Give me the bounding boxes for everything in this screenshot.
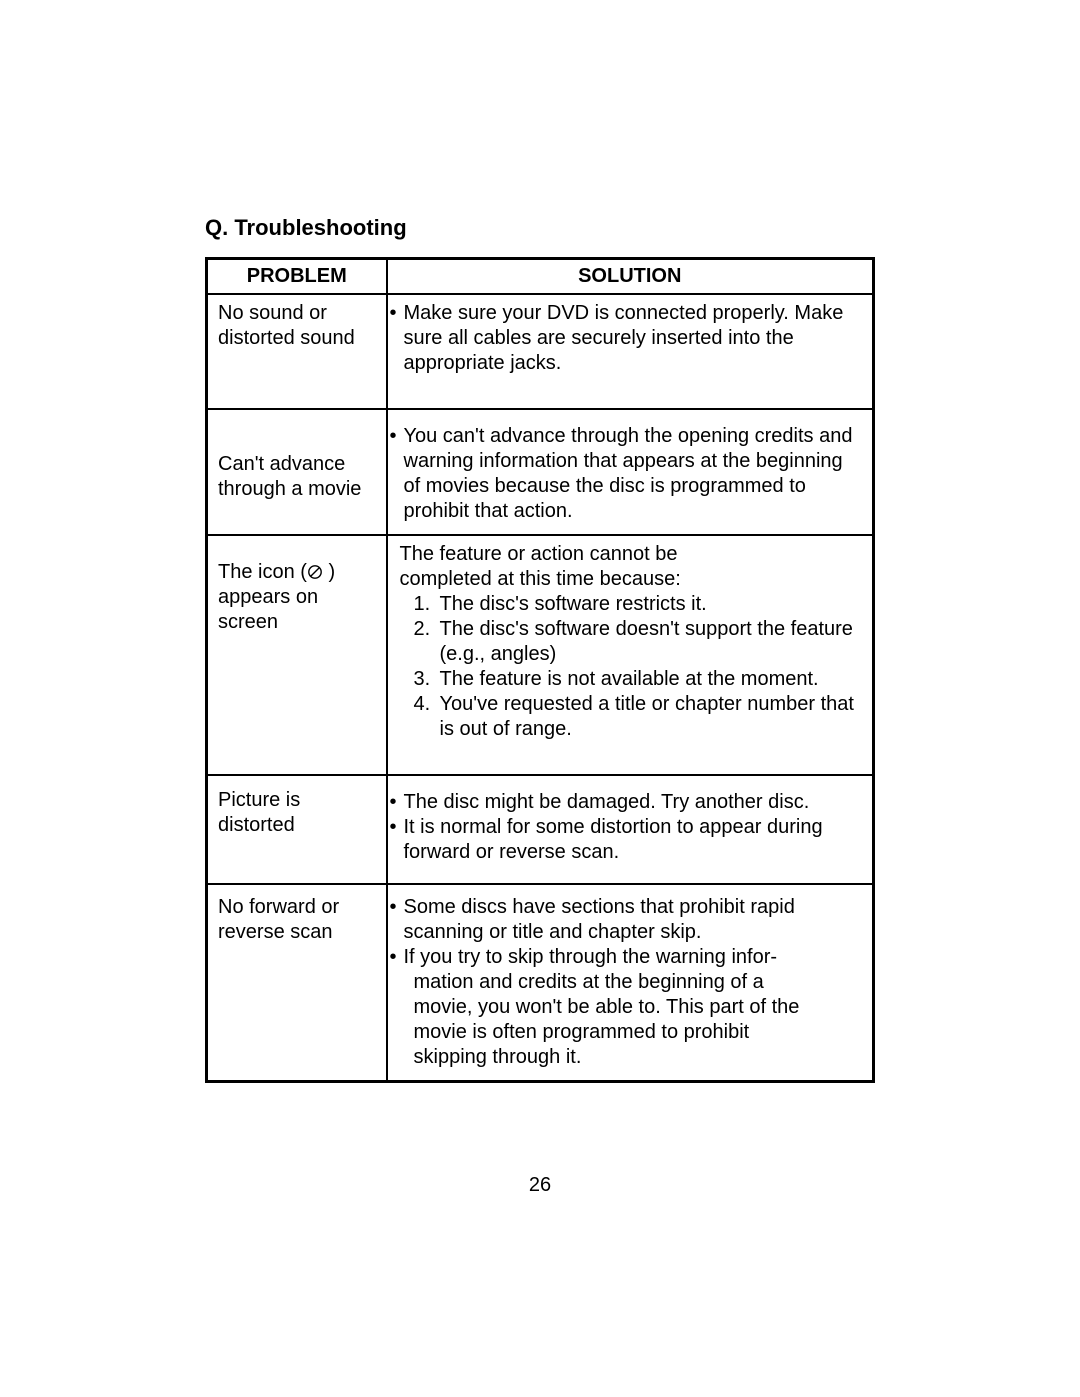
solution-cell: The feature or action cannot be complete… bbox=[387, 535, 874, 775]
solution-cell: • Some discs have sections that prohibit… bbox=[387, 884, 874, 1082]
column-header-problem: PROBLEM bbox=[207, 259, 387, 295]
problem-text-prefix: The icon ( bbox=[218, 561, 307, 583]
solution-intro: completed at this time because: bbox=[390, 567, 863, 592]
spacer bbox=[390, 416, 863, 424]
table-row: No forward or reverse scan • Some discs … bbox=[207, 884, 874, 1082]
solution-bullet: • It is normal for some distortion to ap… bbox=[390, 815, 863, 865]
list-number: 2. bbox=[414, 617, 440, 667]
bullet-dot: • bbox=[390, 895, 404, 945]
problem-text-suffix: ) bbox=[323, 561, 335, 583]
problem-cell: No forward or reverse scan bbox=[207, 884, 387, 1082]
problem-text: distorted sound bbox=[218, 326, 378, 351]
solution-intro: The feature or action cannot be bbox=[390, 542, 863, 567]
list-text: You've requested a title or chapter numb… bbox=[440, 692, 863, 742]
problem-cell: Can't advance through a movie bbox=[207, 409, 387, 535]
problem-text: screen bbox=[218, 610, 378, 635]
section-title: Q. Troubleshooting bbox=[205, 215, 875, 241]
solution-text: movie is often programmed to prohibit bbox=[390, 1020, 863, 1045]
solution-numbered-list: 1. The disc's software restricts it. 2. … bbox=[390, 592, 863, 742]
solution-text: movie, you won't be able to. This part o… bbox=[390, 995, 863, 1020]
solution-bullet: • Some discs have sections that prohibit… bbox=[390, 895, 863, 945]
list-number: 1. bbox=[414, 592, 440, 617]
solution-text: It is normal for some distortion to appe… bbox=[404, 815, 863, 865]
bullet-dot: • bbox=[390, 790, 404, 815]
problem-cell: Picture is distorted bbox=[207, 775, 387, 884]
problem-text: through a movie bbox=[218, 477, 378, 502]
list-text: The disc's software doesn't support the … bbox=[440, 617, 863, 667]
list-item: 4. You've requested a title or chapter n… bbox=[390, 692, 863, 742]
problem-text: Picture is bbox=[218, 788, 378, 813]
solution-bullet: • You can't advance through the opening … bbox=[390, 424, 863, 524]
solution-bullet: • Make sure your DVD is connected proper… bbox=[390, 301, 863, 376]
problem-text: reverse scan bbox=[218, 920, 378, 945]
solution-cell: • The disc might be damaged. Try another… bbox=[387, 775, 874, 884]
page-number: 26 bbox=[0, 1174, 1080, 1197]
solution-text: mation and credits at the beginning of a bbox=[390, 970, 863, 995]
troubleshooting-table: PROBLEM SOLUTION No sound or distorted s… bbox=[205, 257, 875, 1083]
problem-text: appears on bbox=[218, 585, 378, 610]
solution-cell: • You can't advance through the opening … bbox=[387, 409, 874, 535]
spacer bbox=[390, 865, 863, 873]
table-header-row: PROBLEM SOLUTION bbox=[207, 259, 874, 295]
problem-text: No sound or bbox=[218, 301, 378, 326]
column-header-solution: SOLUTION bbox=[387, 259, 874, 295]
list-number: 4. bbox=[414, 692, 440, 742]
list-item: 3. The feature is not available at the m… bbox=[390, 667, 863, 692]
problem-cell: The icon ( ) appears on screen bbox=[207, 535, 387, 775]
list-item: 2. The disc's software doesn't support t… bbox=[390, 617, 863, 667]
document-page: Q. Troubleshooting PROBLEM SOLUTION No s… bbox=[205, 215, 875, 1083]
list-text: The feature is not available at the mome… bbox=[440, 667, 863, 692]
solution-bullet: • The disc might be damaged. Try another… bbox=[390, 790, 863, 815]
list-text: The disc's software restricts it. bbox=[440, 592, 863, 617]
problem-text: The icon ( ) bbox=[218, 560, 378, 585]
table-row: Picture is distorted • The disc might be… bbox=[207, 775, 874, 884]
spacer bbox=[390, 742, 863, 764]
problem-text: distorted bbox=[218, 813, 378, 838]
solution-cell: • Make sure your DVD is connected proper… bbox=[387, 294, 874, 409]
spacer bbox=[390, 376, 863, 398]
bullet-dot: • bbox=[390, 301, 404, 376]
solution-text: Some discs have sections that prohibit r… bbox=[404, 895, 863, 945]
problem-cell: No sound or distorted sound bbox=[207, 294, 387, 409]
solution-text: If you try to skip through the warning i… bbox=[404, 945, 863, 970]
table-row: No sound or distorted sound • Make sure … bbox=[207, 294, 874, 409]
solution-text: The disc might be damaged. Try another d… bbox=[404, 790, 863, 815]
list-number: 3. bbox=[414, 667, 440, 692]
problem-text: No forward or bbox=[218, 895, 378, 920]
bullet-dot: • bbox=[390, 815, 404, 865]
bullet-dot: • bbox=[390, 945, 404, 970]
solution-text: skipping through it. bbox=[390, 1045, 863, 1070]
solution-text: You can't advance through the opening cr… bbox=[404, 424, 863, 524]
solution-text: Make sure your DVD is connected properly… bbox=[404, 301, 863, 376]
problem-text: Can't advance bbox=[218, 452, 378, 477]
table-row: The icon ( ) appears on screen The featu… bbox=[207, 535, 874, 775]
prohibit-icon bbox=[307, 562, 323, 578]
solution-bullet: • If you try to skip through the warning… bbox=[390, 945, 863, 970]
bullet-dot: • bbox=[390, 424, 404, 524]
spacer bbox=[390, 782, 863, 790]
table-row: Can't advance through a movie • You can'… bbox=[207, 409, 874, 535]
list-item: 1. The disc's software restricts it. bbox=[390, 592, 863, 617]
